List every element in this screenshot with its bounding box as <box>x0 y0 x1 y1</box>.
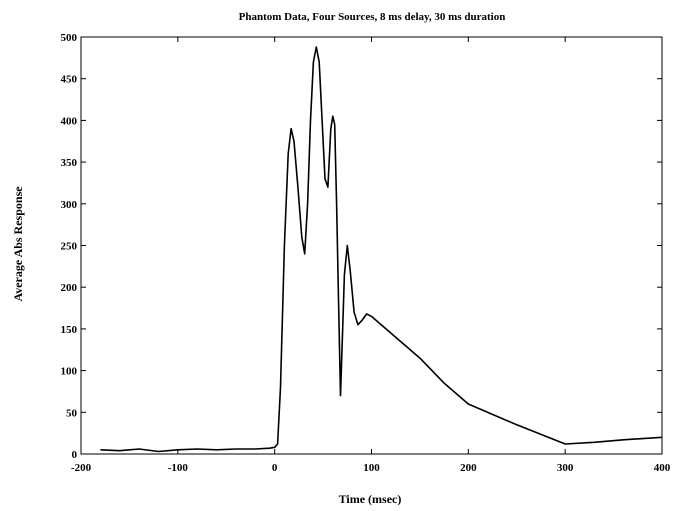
y-tick-label: 450 <box>61 74 78 86</box>
y-tick-label: 300 <box>61 199 78 211</box>
plot-frame <box>80 36 663 455</box>
x-tick-label: 0 <box>272 462 278 474</box>
x-axis: -200 -100 0 100 200 300 400 <box>71 37 671 474</box>
y-tick-label: 400 <box>61 115 78 127</box>
x-tick-label: -100 <box>168 462 189 474</box>
x-tick-label: 200 <box>460 462 477 474</box>
y-tick-label: 0 <box>72 449 78 461</box>
y-tick-label: 250 <box>61 241 78 253</box>
y-tick-label: 350 <box>61 157 78 169</box>
y-axis-label: Average Abs Response <box>11 186 25 302</box>
y-tick-label: 200 <box>61 282 78 294</box>
x-tick-label: 400 <box>654 462 671 474</box>
y-tick-label: 50 <box>66 407 78 419</box>
x-axis-label: Time (msec) <box>339 492 402 506</box>
chart-title: Phantom Data, Four Sources, 8 ms delay, … <box>239 11 506 23</box>
x-tick-label: 300 <box>557 462 574 474</box>
series-line <box>100 46 663 453</box>
y-tick-label: 100 <box>61 366 78 378</box>
y-tick-label: 150 <box>61 324 78 336</box>
y-tick-label: 500 <box>61 32 78 44</box>
y-axis: 0 50 100 150 200 250 300 350 400 450 500 <box>61 32 662 461</box>
x-tick-label: 100 <box>363 462 380 474</box>
x-tick-label: -200 <box>71 462 92 474</box>
